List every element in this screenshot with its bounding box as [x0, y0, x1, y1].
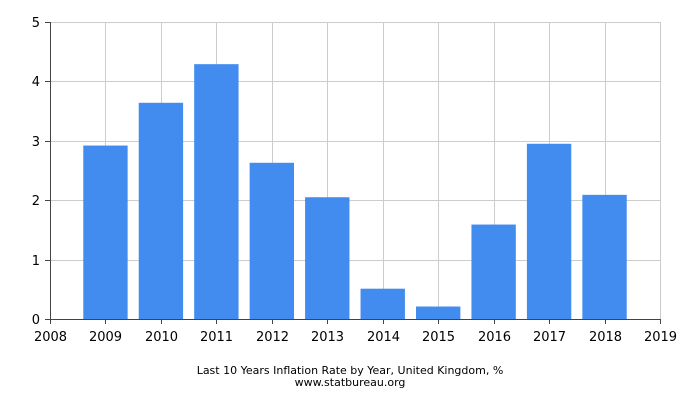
x-tick-label: 2018: [589, 330, 622, 345]
bar-2015: [416, 306, 461, 319]
x-tick-label: 2019: [644, 330, 677, 345]
axes-layer: [46, 22, 660, 323]
bar-2018: [582, 194, 627, 319]
x-tick-label: 2016: [478, 330, 511, 345]
chart-title: Last 10 Years Inflation Rate by Year, Un…: [197, 364, 504, 377]
y-tick-label: 3: [32, 135, 40, 150]
y-tick-label: 1: [32, 254, 40, 269]
x-tick-label: 2017: [533, 330, 566, 345]
bar-2016: [471, 224, 516, 319]
x-tick-label: 2015: [422, 330, 455, 345]
x-tick-label: 2010: [145, 330, 178, 345]
chart-source: www.statbureau.org: [295, 376, 406, 389]
x-tick-label: 2009: [89, 330, 122, 345]
y-tick-label: 0: [32, 313, 40, 328]
bar-2009: [83, 145, 128, 319]
y-tick-label: 2: [32, 194, 40, 209]
bar-2017: [526, 143, 572, 319]
y-tick-label: 5: [32, 16, 40, 31]
x-tick-label: 2014: [367, 330, 400, 345]
x-tick-label: 2008: [34, 330, 67, 345]
bar-2014: [360, 288, 405, 319]
bar-2011: [194, 64, 239, 319]
bar-2012: [249, 162, 294, 319]
ticks-layer: 0 1 2 3 4 5 2008 2009 2010 2011 2012 2013 2014 2015 20…: [32, 16, 677, 345]
bars-layer: [83, 64, 627, 319]
y-tick-label: 4: [32, 75, 40, 90]
bar-2010: [138, 102, 184, 319]
x-tick-label: 2012: [256, 330, 289, 345]
bar-2013: [305, 197, 350, 319]
x-tick-label: 2013: [311, 330, 344, 345]
x-tick-label: 2011: [200, 330, 233, 345]
